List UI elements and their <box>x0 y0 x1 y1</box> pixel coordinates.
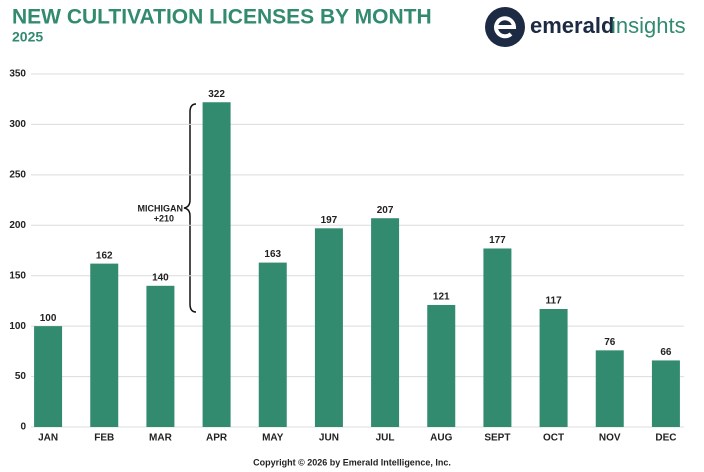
y-tick-label: 300 <box>9 119 26 130</box>
x-tick-label: JUN <box>319 433 339 444</box>
y-tick-label: 350 <box>9 69 26 80</box>
value-label: 76 <box>604 337 616 348</box>
bar <box>90 263 119 427</box>
x-tick-label: APR <box>206 433 228 444</box>
value-label: 197 <box>321 215 338 226</box>
x-tick-label: OCT <box>543 433 564 444</box>
bar <box>483 248 512 427</box>
bar <box>314 228 343 427</box>
value-label: 177 <box>489 235 506 246</box>
value-label: 207 <box>377 205 394 216</box>
y-tick-label: 100 <box>9 321 26 332</box>
y-tick-label: 200 <box>9 220 26 231</box>
value-label: 100 <box>40 313 57 324</box>
x-tick-label: JUL <box>376 433 395 444</box>
logo-e <box>494 16 517 39</box>
logo-brand: emerald <box>530 13 614 38</box>
value-label: 140 <box>152 272 169 283</box>
x-tick-label: SEPT <box>484 433 510 444</box>
annotation-brace <box>183 103 197 313</box>
bar <box>539 308 568 427</box>
x-tick-label: MAR <box>149 433 173 444</box>
chart-subtitle: 2025 <box>12 29 43 45</box>
value-label: 121 <box>433 292 450 303</box>
value-label: 322 <box>208 89 225 100</box>
x-tick-label: AUG <box>430 433 452 444</box>
y-tick-label: 150 <box>9 270 26 281</box>
x-tick-label: FEB <box>94 433 114 444</box>
annotation: MICHIGAN <box>138 203 184 213</box>
y-tick-label: 50 <box>15 371 27 382</box>
bar <box>146 285 175 427</box>
value-label: 66 <box>660 347 672 358</box>
x-tick-label: MAY <box>262 433 284 444</box>
annotation: +210 <box>154 213 174 223</box>
bar <box>34 326 63 427</box>
y-tick-label: 0 <box>20 422 26 433</box>
bar <box>202 102 231 428</box>
value-label: 117 <box>546 296 563 307</box>
x-tick-label: JAN <box>38 433 58 444</box>
bar <box>258 262 287 427</box>
x-tick-label: DEC <box>655 433 676 444</box>
bar <box>371 218 400 427</box>
x-tick-label: NOV <box>599 433 621 444</box>
logo-suffix: insights <box>611 13 686 38</box>
footer: Copyright © 2026 by Emerald Intelligence… <box>253 457 451 467</box>
bar <box>651 360 680 427</box>
logo: emerald insights <box>485 7 686 47</box>
value-label: 162 <box>96 250 113 261</box>
y-tick-label: 250 <box>9 169 26 180</box>
value-label: 163 <box>264 249 281 260</box>
bar <box>595 350 624 427</box>
bar <box>427 304 456 427</box>
chart-title: NEW CULTIVATION LICENSES BY MONTH <box>12 6 432 29</box>
